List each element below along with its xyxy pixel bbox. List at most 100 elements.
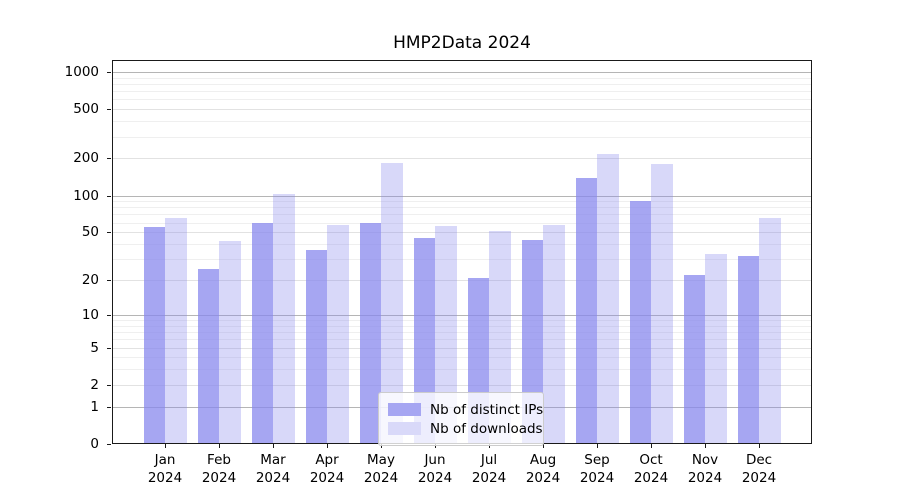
bar-downloads-dec [759, 218, 781, 444]
gridline-minor [112, 244, 812, 245]
gridline-minor [112, 77, 812, 79]
legend-label: Nb of downloads [430, 420, 543, 437]
x-tick-month: Jun [424, 452, 446, 468]
y-tick-mark [107, 109, 111, 111]
legend-label: Nb of distinct IPs [430, 401, 544, 418]
x-tick-year: 2024 [147, 470, 183, 486]
x-tick-year: 2024 [471, 470, 507, 486]
x-tick-month: Aug [529, 452, 557, 468]
y-tick-label: 1 [90, 398, 99, 415]
gridline-minor [112, 320, 812, 321]
y-tick-mark [107, 347, 111, 349]
gridline-minor [112, 259, 812, 261]
x-tick-year: 2024 [633, 470, 669, 486]
x-tick-mark [705, 444, 706, 448]
x-tick-month: Nov [691, 452, 719, 468]
y-tick-label: 200 [73, 150, 99, 167]
x-tick-month: Mar [260, 452, 286, 468]
y-tick-mark [107, 384, 111, 386]
x-tick-label: Dec 2024 [729, 451, 789, 487]
y-tick-label: 50 [81, 224, 99, 241]
bar-downloads-oct [651, 163, 673, 444]
x-tick-label: Jun 2024 [405, 451, 465, 487]
legend-item: Nb of downloads [388, 420, 543, 437]
legend-swatch-downloads [388, 422, 421, 435]
bar-distinct-ips-may [359, 222, 381, 444]
bar-distinct-ips-mar [251, 222, 273, 444]
bar-distinct-ips-sep [575, 177, 597, 444]
y-tick-mark [107, 195, 111, 197]
x-tick-mark [327, 444, 328, 448]
y-tick-label: 0 [90, 436, 99, 452]
x-tick-label: Apr 2024 [297, 451, 357, 487]
x-tick-month: Dec [745, 452, 773, 468]
x-tick-month: Apr [315, 452, 339, 468]
x-tick-mark [543, 444, 544, 448]
bar-downloads-may [381, 162, 403, 444]
bar-downloads-jun [435, 226, 457, 444]
gridline-major [112, 71, 812, 73]
y-tick-mark [107, 232, 111, 234]
gridline-minor [112, 207, 812, 209]
gridline-mid [112, 109, 812, 111]
y-tick-label: 20 [81, 272, 99, 288]
bar-downloads-jul [489, 231, 511, 444]
gridline-minor [112, 83, 812, 85]
gridline-major [112, 314, 812, 316]
x-tick-mark [597, 444, 598, 448]
x-tick-year: 2024 [579, 470, 615, 486]
x-tick-month: Oct [639, 452, 663, 468]
bar-distinct-ips-feb [197, 268, 219, 444]
x-tick-year: 2024 [417, 470, 453, 486]
x-tick-label: May 2024 [351, 451, 411, 487]
bar-downloads-feb [219, 241, 241, 444]
gridline-major [112, 195, 812, 197]
gridline-minor [112, 222, 812, 224]
x-tick-month: May [367, 452, 395, 468]
x-tick-mark [435, 444, 436, 448]
y-tick-label: 10 [81, 306, 99, 323]
y-tick-label: 1000 [64, 63, 99, 80]
y-tick-mark [107, 280, 111, 281]
x-tick-month: Sep [584, 452, 610, 468]
x-tick-mark [273, 444, 274, 448]
gridline-minor [112, 339, 812, 341]
x-tick-year: 2024 [201, 470, 237, 486]
x-tick-month: Feb [207, 452, 231, 468]
bar-downloads-mar [273, 194, 295, 444]
gridline-mid [112, 232, 812, 234]
bar-downloads-sep [597, 153, 619, 444]
chart-title: HMP2Data 2024 [393, 33, 531, 53]
gridline-minor [112, 136, 812, 138]
y-tick-mark [107, 71, 111, 73]
gridline-minor [112, 332, 812, 333]
bar-distinct-ips-jan [143, 227, 165, 444]
x-tick-mark [651, 444, 652, 448]
plot-area [112, 60, 812, 444]
x-tick-mark [381, 444, 382, 448]
x-tick-label: Aug 2024 [513, 451, 573, 487]
y-tick-label: 5 [90, 339, 99, 356]
legend-swatch-distinct-ips [388, 403, 421, 416]
x-tick-mark [219, 444, 220, 448]
legend-item: Nb of distinct IPs [388, 401, 543, 418]
x-tick-year: 2024 [363, 470, 399, 486]
bar-distinct-ips-dec [737, 255, 759, 444]
gridline-mid [112, 347, 812, 349]
x-tick-mark [489, 444, 490, 448]
gridline-minor [112, 325, 812, 327]
x-tick-month: Jan [154, 452, 176, 468]
y-tick-mark [107, 158, 111, 160]
bar-distinct-ips-nov [683, 275, 705, 444]
x-tick-year: 2024 [525, 470, 561, 486]
x-tick-mark [165, 444, 166, 448]
x-tick-mark [759, 444, 760, 448]
gridline-minor [112, 91, 812, 93]
x-tick-label: Mar 2024 [243, 451, 303, 487]
gridline-minor [112, 201, 812, 203]
x-tick-year: 2024 [255, 470, 291, 486]
x-tick-label: Jan 2024 [135, 451, 195, 487]
legend: Nb of distinct IPs Nb of downloads [378, 392, 544, 446]
bar-downloads-nov [705, 254, 727, 444]
